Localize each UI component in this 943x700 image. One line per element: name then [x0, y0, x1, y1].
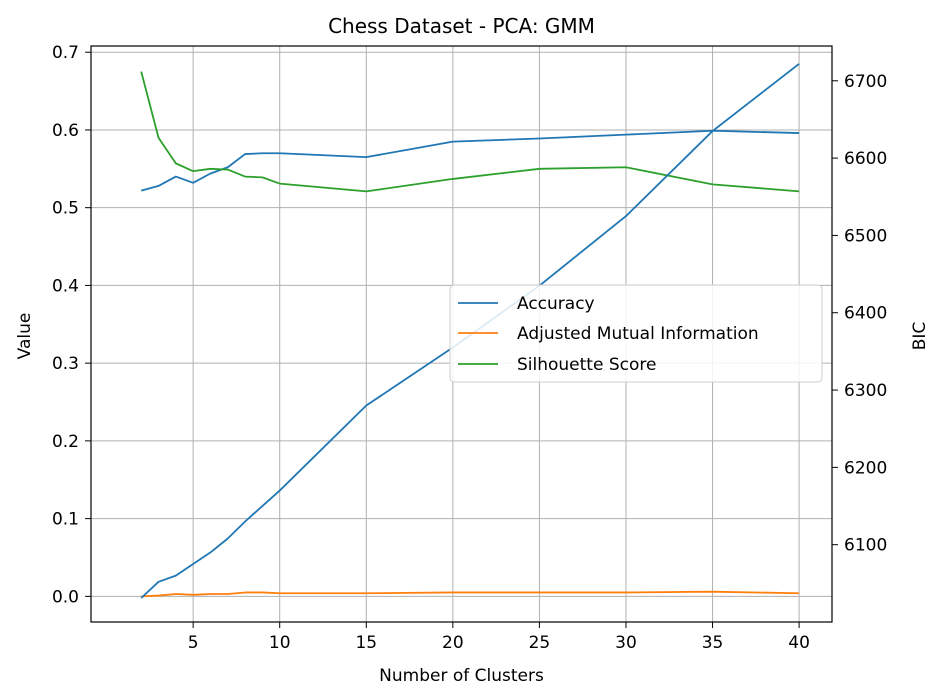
legend-label-ami: Adjusted Mutual Information — [517, 324, 759, 344]
series-line-adjusted-mutual-information — [141, 590, 800, 598]
y-tick-label: 0.6 — [52, 121, 79, 141]
x-tick-label: 5 — [188, 633, 199, 653]
series-lines — [140, 63, 800, 599]
y2-tick-label: 6200 — [844, 458, 887, 478]
legend-label-silhouette: Silhouette Score — [517, 355, 656, 375]
x-tick-label: 25 — [529, 633, 551, 653]
series-line-accuracy — [140, 129, 800, 192]
y2-tick-label: 6600 — [844, 149, 887, 169]
y-tick-label: 0.7 — [52, 43, 79, 63]
legend: Accuracy Adjusted Mutual Information Sil… — [449, 284, 823, 383]
legend-label-accuracy: Accuracy — [517, 294, 595, 314]
grid — [91, 46, 832, 622]
y-axis-label: Value — [15, 313, 35, 360]
y2-axis-label: BIC — [910, 322, 930, 351]
x-axis: 5 10 15 20 25 30 35 40 — [188, 622, 810, 653]
x-tick-label: 30 — [615, 633, 637, 653]
plot-frame — [90, 45, 833, 623]
y2-tick-label: 6400 — [844, 304, 887, 324]
series-line-silhouette-score — [140, 71, 800, 193]
series-line-right-axis-3 — [140, 63, 800, 599]
y2-tick-label: 6300 — [844, 381, 887, 401]
x-tick-label: 10 — [269, 633, 291, 653]
y2-tick-label: 6700 — [844, 72, 887, 92]
x-tick-label: 40 — [788, 633, 810, 653]
y-tick-label: 0.1 — [52, 510, 79, 530]
x-tick-label: 15 — [355, 633, 377, 653]
y-axis-right: 6100 6200 6300 6400 6500 6600 6700 — [832, 72, 887, 556]
y-tick-label: 0.3 — [52, 354, 79, 374]
y2-tick-label: 6100 — [844, 536, 887, 556]
x-tick-label: 35 — [702, 633, 724, 653]
chart-title: Chess Dataset - PCA: GMM — [328, 14, 595, 38]
y-tick-label: 0.0 — [52, 587, 79, 607]
y-axis-left: 0.0 0.1 0.2 0.3 0.4 0.5 0.6 0.7 — [52, 43, 91, 607]
legend-box — [449, 284, 823, 383]
y-tick-label: 0.4 — [52, 276, 79, 296]
y2-tick-label: 6500 — [844, 226, 887, 246]
y-tick-label: 0.2 — [52, 432, 79, 452]
x-tick-label: 20 — [442, 633, 464, 653]
x-axis-label: Number of Clusters — [379, 666, 544, 686]
y-tick-label: 0.5 — [52, 199, 79, 219]
